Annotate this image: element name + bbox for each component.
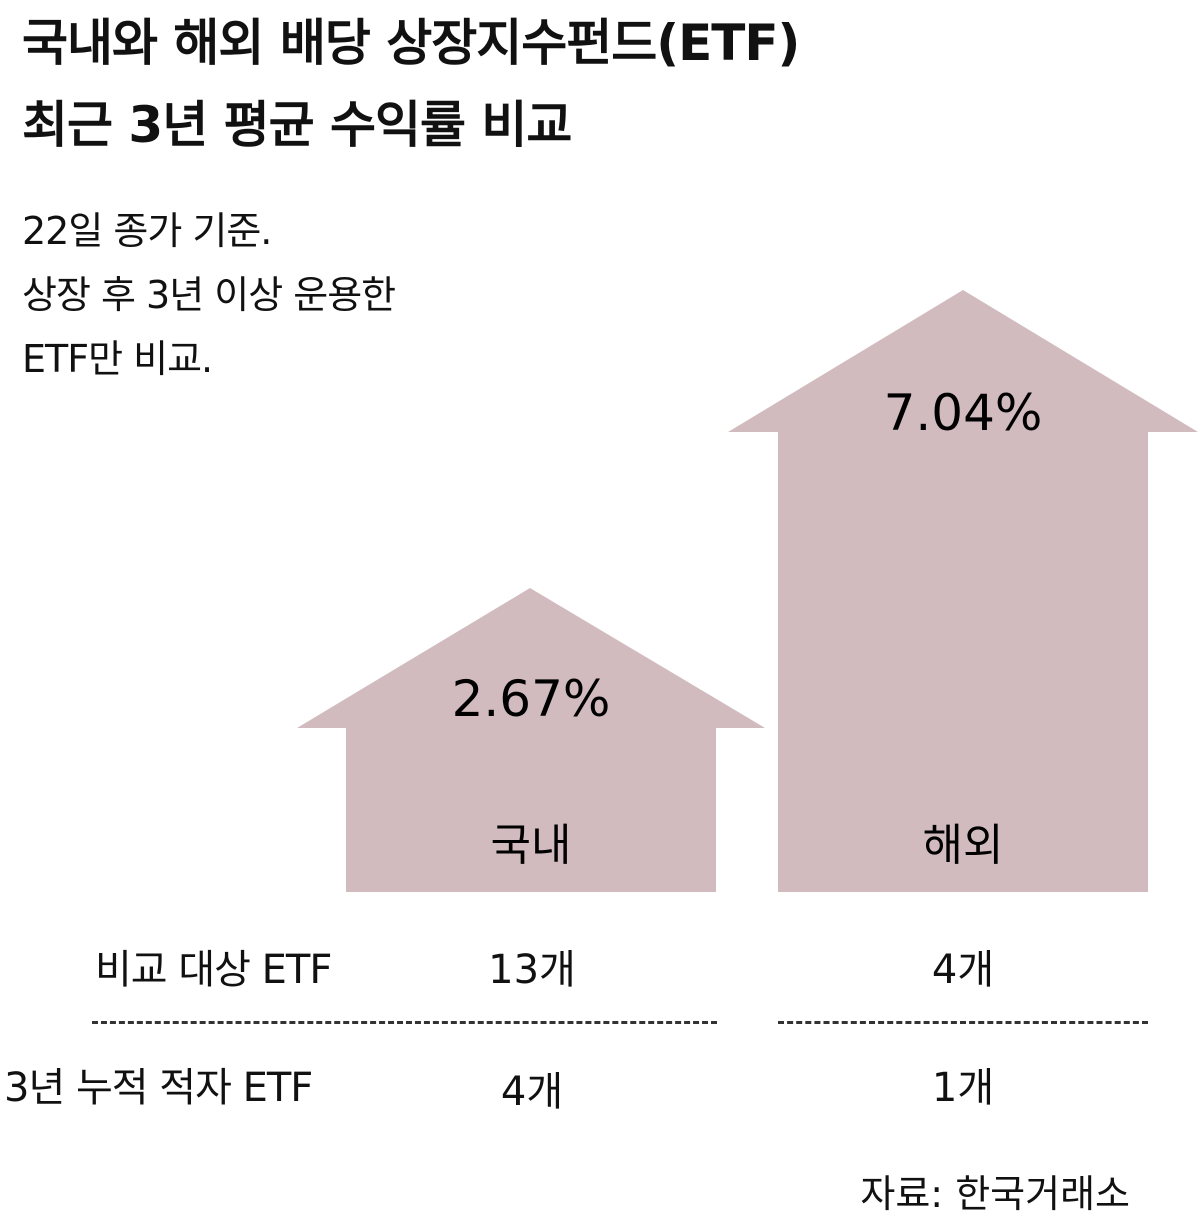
value-label-domestic: 2.67%: [452, 670, 611, 728]
value-label-overseas: 7.04%: [884, 384, 1043, 442]
subtitle-line3: ETF만 비교.: [22, 337, 213, 381]
row-label-deficit: 3년 누적 적자 ETF: [4, 1065, 313, 1111]
cell-compared-overseas: 4개: [931, 947, 995, 993]
category-label-domestic: 국내: [491, 820, 572, 871]
cell-deficit-domestic: 4개: [500, 1069, 564, 1115]
category-label-overseas: 해외: [923, 820, 1004, 871]
cell-deficit-overseas: 1개: [931, 1065, 995, 1111]
chart-title-line1: 국내와 해외 배당 상장지수펀드(ETF): [22, 14, 800, 72]
row-divider-overseas: [778, 1021, 1148, 1024]
bar-domestic-house: [297, 588, 765, 892]
cell-compared-domestic: 13개: [488, 947, 576, 993]
row-divider-domestic: [92, 1021, 717, 1024]
row-label-compared: 비교 대상 ETF: [95, 947, 332, 993]
subtitle-line2: 상장 후 3년 이상 운용한: [22, 273, 396, 317]
subtitle-line1: 22일 종가 기준.: [22, 209, 272, 253]
chart-title-line2: 최근 3년 평균 수익률 비교: [22, 96, 572, 154]
source-note: 자료: 한국거래소: [860, 1172, 1130, 1216]
bar-overseas-house: [728, 290, 1198, 892]
